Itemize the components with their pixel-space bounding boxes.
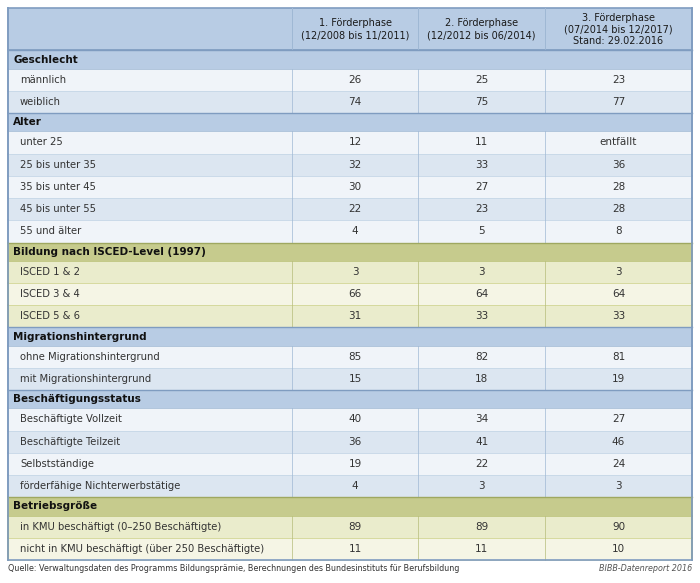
Text: 28: 28 bbox=[612, 204, 625, 214]
Bar bbox=[292, 176, 419, 198]
Text: 33: 33 bbox=[612, 311, 625, 321]
Text: 27: 27 bbox=[475, 182, 489, 192]
Bar bbox=[292, 220, 419, 243]
Text: 89: 89 bbox=[349, 522, 362, 532]
Bar bbox=[545, 69, 692, 91]
Bar bbox=[8, 283, 292, 305]
Text: 23: 23 bbox=[612, 75, 625, 85]
Text: 74: 74 bbox=[349, 97, 362, 107]
Bar bbox=[8, 261, 292, 283]
Text: 85: 85 bbox=[349, 352, 362, 362]
Bar bbox=[8, 515, 292, 538]
Bar bbox=[545, 220, 692, 243]
Bar bbox=[292, 408, 419, 431]
Bar bbox=[545, 305, 692, 328]
Bar bbox=[545, 131, 692, 153]
Text: 31: 31 bbox=[349, 311, 362, 321]
Bar bbox=[419, 453, 545, 475]
Bar bbox=[292, 261, 419, 283]
Text: 40: 40 bbox=[349, 415, 362, 424]
Bar bbox=[419, 220, 545, 243]
Text: 3: 3 bbox=[615, 481, 622, 491]
Bar bbox=[545, 198, 692, 220]
Bar bbox=[8, 431, 292, 453]
Text: 26: 26 bbox=[349, 75, 362, 85]
Text: 33: 33 bbox=[475, 160, 489, 170]
Bar bbox=[419, 69, 545, 91]
Bar bbox=[545, 346, 692, 368]
Bar bbox=[292, 131, 419, 153]
Text: 28: 28 bbox=[612, 182, 625, 192]
Text: 32: 32 bbox=[349, 160, 362, 170]
Text: 11: 11 bbox=[349, 544, 362, 554]
Bar bbox=[8, 453, 292, 475]
Bar bbox=[292, 368, 419, 390]
Text: 25 bis unter 35: 25 bis unter 35 bbox=[20, 160, 96, 170]
Text: 30: 30 bbox=[349, 182, 362, 192]
Text: 35 bis unter 45: 35 bis unter 45 bbox=[20, 182, 96, 192]
Bar bbox=[292, 198, 419, 220]
Text: Beschäftigungsstatus: Beschäftigungsstatus bbox=[13, 394, 141, 404]
Bar bbox=[419, 153, 545, 176]
Bar bbox=[292, 431, 419, 453]
Bar bbox=[419, 368, 545, 390]
Bar bbox=[8, 475, 292, 497]
Text: 19: 19 bbox=[612, 374, 625, 384]
Text: 3: 3 bbox=[478, 267, 485, 277]
Bar bbox=[292, 8, 419, 51]
Bar bbox=[545, 431, 692, 453]
Text: 27: 27 bbox=[612, 415, 625, 424]
Text: 36: 36 bbox=[349, 437, 362, 447]
Text: Beschäftigte Teilzeit: Beschäftigte Teilzeit bbox=[20, 437, 120, 447]
Text: 3. Förderphase
(07/2014 bis 12/2017)
Stand: 29.02.2016: 3. Förderphase (07/2014 bis 12/2017) Sta… bbox=[564, 13, 673, 46]
Bar bbox=[292, 346, 419, 368]
Text: 75: 75 bbox=[475, 97, 489, 107]
Bar bbox=[8, 91, 292, 113]
Bar bbox=[8, 198, 292, 220]
Text: Beschäftigte Vollzeit: Beschäftigte Vollzeit bbox=[20, 415, 122, 424]
Bar bbox=[419, 198, 545, 220]
Bar bbox=[419, 131, 545, 153]
Bar bbox=[8, 8, 292, 51]
Text: förderfähige Nichterwerbstätige: förderfähige Nichterwerbstätige bbox=[20, 481, 181, 491]
Text: 34: 34 bbox=[475, 415, 489, 424]
Text: 36: 36 bbox=[612, 160, 625, 170]
Bar bbox=[8, 538, 292, 560]
Bar bbox=[8, 69, 292, 91]
Bar bbox=[419, 515, 545, 538]
Text: 4: 4 bbox=[352, 481, 358, 491]
Text: 90: 90 bbox=[612, 522, 625, 532]
Bar bbox=[419, 91, 545, 113]
Text: Geschlecht: Geschlecht bbox=[13, 55, 78, 65]
Bar bbox=[545, 475, 692, 497]
Text: 3: 3 bbox=[615, 267, 622, 277]
Bar bbox=[8, 220, 292, 243]
Text: Alter: Alter bbox=[13, 117, 42, 127]
Bar bbox=[545, 176, 692, 198]
Text: 8: 8 bbox=[615, 226, 622, 237]
Bar bbox=[419, 261, 545, 283]
Bar bbox=[292, 69, 419, 91]
Text: weiblich: weiblich bbox=[20, 97, 61, 107]
Bar bbox=[8, 390, 692, 408]
Bar bbox=[419, 431, 545, 453]
Text: Selbstständige: Selbstständige bbox=[20, 459, 94, 469]
Bar bbox=[545, 453, 692, 475]
Bar bbox=[545, 408, 692, 431]
Text: 89: 89 bbox=[475, 522, 489, 532]
Bar bbox=[545, 515, 692, 538]
Text: 2. Förderphase
(12/2012 bis 06/2014): 2. Förderphase (12/2012 bis 06/2014) bbox=[428, 19, 536, 40]
Text: 82: 82 bbox=[475, 352, 489, 362]
Text: ohne Migrationshintergrund: ohne Migrationshintergrund bbox=[20, 352, 160, 362]
Bar bbox=[545, 153, 692, 176]
Bar bbox=[419, 8, 545, 51]
Bar bbox=[8, 113, 692, 131]
Bar bbox=[8, 131, 292, 153]
Text: 5: 5 bbox=[478, 226, 485, 237]
Bar bbox=[292, 538, 419, 560]
Bar bbox=[8, 305, 292, 328]
Text: 23: 23 bbox=[475, 204, 489, 214]
Bar bbox=[8, 497, 692, 515]
Text: Betriebsgröße: Betriebsgröße bbox=[13, 501, 97, 511]
Text: 18: 18 bbox=[475, 374, 489, 384]
